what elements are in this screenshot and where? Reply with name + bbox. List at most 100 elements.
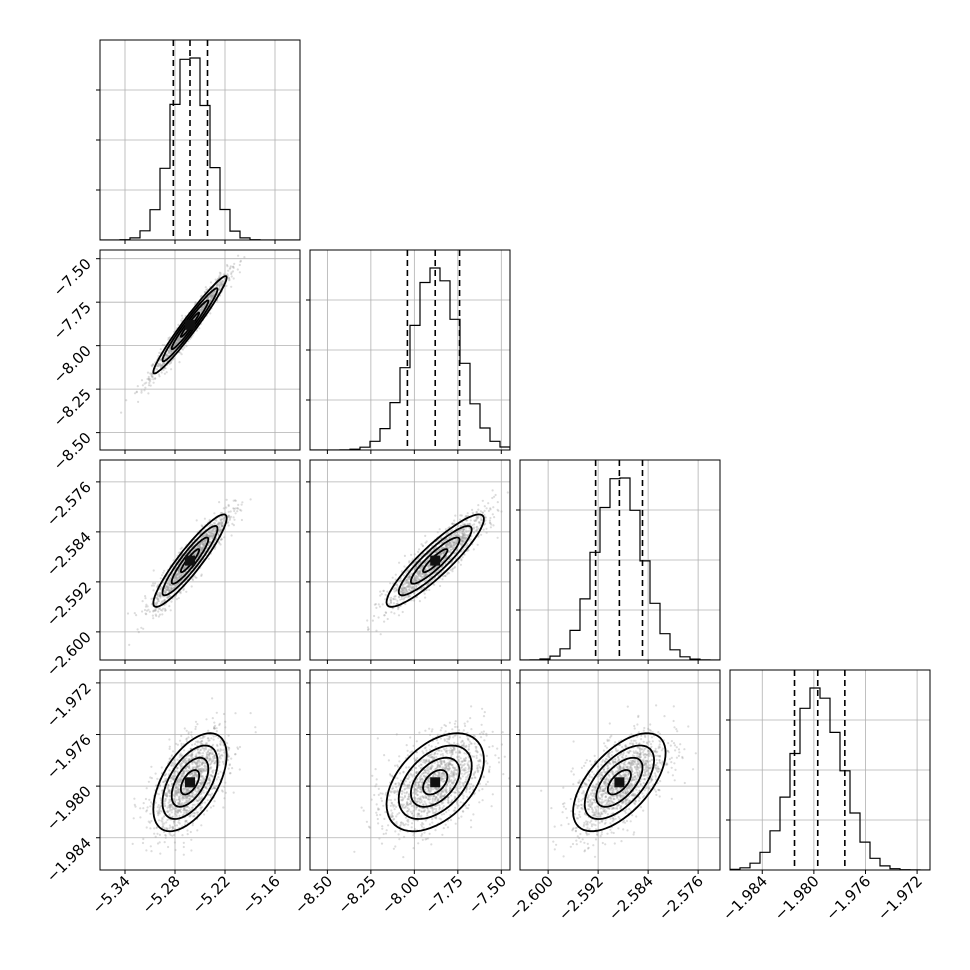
sample-point <box>395 587 398 590</box>
sample-point <box>178 789 181 792</box>
sample-point <box>184 806 187 809</box>
sample-point <box>408 574 411 577</box>
sample-point <box>201 548 204 551</box>
sample-point <box>441 552 445 555</box>
sample-point <box>424 596 427 599</box>
sample-point <box>443 550 446 553</box>
sample-point <box>407 584 410 587</box>
sample-point <box>473 530 476 533</box>
sample-point <box>168 589 171 593</box>
sample-point <box>174 812 177 815</box>
sample-point <box>175 577 178 580</box>
sample-point <box>149 380 152 383</box>
sample-point <box>174 848 177 852</box>
sample-point <box>202 768 205 771</box>
sample-point <box>457 561 460 564</box>
sample-point <box>398 596 401 599</box>
sample-point <box>401 587 404 590</box>
sample-point <box>475 511 478 514</box>
sample-point <box>150 584 154 587</box>
sample-point <box>452 541 455 544</box>
sample-point <box>461 540 464 543</box>
sample-point <box>457 529 461 532</box>
sample-point <box>143 389 146 392</box>
sample-point <box>402 574 405 577</box>
sample-point <box>193 793 196 796</box>
sample-point <box>156 812 160 815</box>
sample-point <box>427 564 430 567</box>
sample-point <box>161 363 164 366</box>
sample-point <box>481 511 485 514</box>
sample-point <box>174 810 177 813</box>
sample-point <box>188 758 191 761</box>
sample-point <box>410 587 414 590</box>
sample-point <box>152 381 155 384</box>
sample-point <box>167 580 170 583</box>
sample-point <box>493 495 496 498</box>
sample-point <box>199 542 202 546</box>
sample-point <box>406 580 409 583</box>
sample-point <box>147 392 150 395</box>
sample-point <box>393 612 396 615</box>
sample-point <box>232 265 235 268</box>
sample-point <box>220 538 223 541</box>
sample-point <box>417 575 420 578</box>
sample-point <box>201 540 205 543</box>
sample-point <box>196 829 199 832</box>
sample-point <box>206 534 209 537</box>
sample-point <box>170 755 173 758</box>
sample-point <box>168 579 171 582</box>
sample-point <box>164 793 167 796</box>
sample-point <box>236 510 239 513</box>
sample-point <box>222 806 225 809</box>
sample-point <box>215 283 218 286</box>
sample-point <box>203 304 206 307</box>
sample-point <box>435 546 438 549</box>
sample-point <box>453 566 456 569</box>
sample-point <box>441 546 445 549</box>
sample-point <box>147 608 150 611</box>
sample-point <box>437 539 440 542</box>
sample-point <box>170 811 173 814</box>
sample-point <box>223 277 226 280</box>
sample-point <box>213 512 216 515</box>
sample-point <box>167 338 170 341</box>
sample-point <box>405 578 408 581</box>
sample-point <box>200 770 203 773</box>
sample-point <box>175 342 178 346</box>
sample-point <box>210 737 213 740</box>
sample-point <box>211 294 215 297</box>
gridlines <box>310 460 510 660</box>
sample-point <box>390 596 393 599</box>
sample-point <box>168 595 171 598</box>
sample-point <box>208 748 211 751</box>
sample-point <box>137 400 140 403</box>
sample-point <box>136 385 139 388</box>
sample-point <box>180 744 183 747</box>
sample-point <box>211 755 214 759</box>
sample-point <box>424 574 427 577</box>
sample-point <box>218 271 221 274</box>
sample-point <box>145 603 148 606</box>
sample-point <box>230 515 233 518</box>
sample-point <box>455 540 458 543</box>
sample-point <box>422 545 425 548</box>
sample-point <box>207 530 210 534</box>
sample-point <box>442 575 445 578</box>
sample-point <box>440 552 443 555</box>
sample-point <box>188 797 191 800</box>
sample-point <box>475 518 478 521</box>
sample-point <box>421 544 424 547</box>
sample-point <box>401 586 404 590</box>
sample-point <box>493 516 496 519</box>
sample-point <box>461 532 465 535</box>
sample-point <box>170 586 173 589</box>
sample-point <box>202 306 205 309</box>
sample-point <box>218 284 221 287</box>
sample-point <box>185 570 188 573</box>
sample-point <box>157 365 160 368</box>
sample-point <box>168 352 171 355</box>
sample-point <box>221 790 224 793</box>
sample-point <box>403 596 406 599</box>
y-tick-label: −2.592 <box>43 578 95 630</box>
